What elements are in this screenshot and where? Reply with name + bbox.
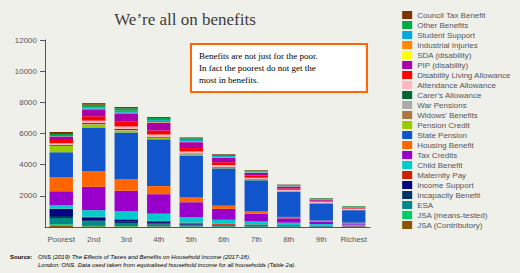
svg-text:6000: 6000 [19,129,37,138]
svg-text:Disability Living Allowance: Disability Living Allowance [417,71,511,80]
svg-text:Maternity Pay: Maternity Pay [417,171,466,180]
svg-text:We’re all on benefits: We’re all on benefits [114,10,256,29]
svg-text:Tax Credits: Tax Credits [417,151,457,160]
svg-text:Pension Credit: Pension Credit [417,121,470,130]
svg-text:ONS (2019) The Effects of Taxe: ONS (2019) The Effects of Taxes and Bene… [38,254,251,260]
svg-text:In fact the poorest do not get: In fact the poorest do not get the [199,63,316,73]
svg-text:Income Support: Income Support [417,181,474,190]
svg-text:Benefits are not just for the: Benefits are not just for the poor. [199,51,318,61]
svg-text:8th: 8th [283,235,294,244]
svg-text:JSA (Contributory): JSA (Contributory) [417,221,483,230]
svg-text:Poorest: Poorest [47,235,75,244]
svg-text:12000: 12000 [15,36,38,45]
svg-text:4000: 4000 [19,160,37,169]
svg-text:State Pension: State Pension [417,131,467,140]
svg-text:6th: 6th [218,235,229,244]
svg-text:10000: 10000 [15,67,38,76]
svg-text:Source:: Source: [10,254,32,260]
svg-text:JSA (means-tested): JSA (means-tested) [417,211,488,220]
svg-text:Student Support: Student Support [417,31,476,40]
svg-text:ESA: ESA [417,201,434,210]
svg-text:Industrial Injuries: Industrial Injuries [417,41,477,50]
svg-text:Housing Benefit: Housing Benefit [417,141,474,150]
svg-text:PIP (disability): PIP (disability) [417,61,468,70]
svg-text:Attendance Allowance: Attendance Allowance [417,81,496,90]
svg-text:Other Benefits: Other Benefits [417,21,468,30]
svg-text:Widows’ Benefits: Widows’ Benefits [417,111,478,120]
svg-text:5th: 5th [186,235,197,244]
svg-text:SDA (disability): SDA (disability) [417,51,472,60]
svg-text:2000: 2000 [19,191,37,200]
svg-text:9th: 9th [316,235,327,244]
svg-text:2nd: 2nd [87,235,100,244]
svg-text:8000: 8000 [19,98,37,107]
svg-text:3rd: 3rd [120,235,132,244]
svg-text:War Pensions: War Pensions [417,101,467,110]
svg-text:Incapacity Benefit: Incapacity Benefit [417,191,481,200]
svg-text:Council Tax Benefit: Council Tax Benefit [417,11,486,20]
svg-text:Richest: Richest [340,235,367,244]
svg-text:Child Benefit: Child Benefit [417,161,463,170]
svg-text:7th: 7th [251,235,262,244]
svg-text:4th: 4th [153,235,164,244]
svg-text:most in benefits.: most in benefits. [199,75,259,85]
svg-text:Carer’s Allowance: Carer’s Allowance [417,91,482,100]
svg-text:London: ONS. Data used taken f: London: ONS. Data used taken from equiva… [38,262,296,268]
